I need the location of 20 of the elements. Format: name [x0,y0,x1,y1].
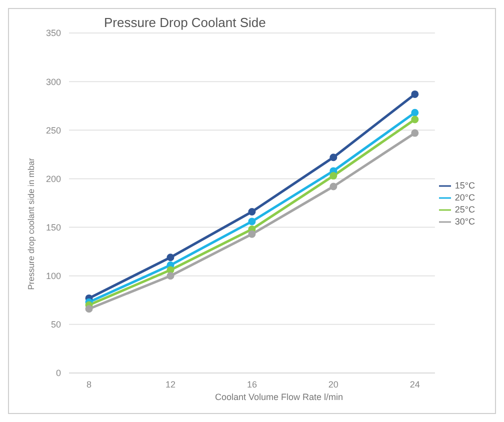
x-tick-label: 12 [165,379,176,390]
x-tick-label: 16 [246,379,257,390]
chart-title: Pressure Drop Coolant Side [104,15,266,30]
x-axis-title: Coolant Volume Flow Rate l/min [214,392,344,402]
y-tick-label: 150 [46,222,61,232]
legend-label: 25°C [454,204,475,214]
legend-label: 20°C [454,192,475,202]
x-tick-label: 20 [328,379,338,390]
x-tick-label: 24 [410,379,420,390]
y-axis-title: Pressure drop coolant side in mbar [26,158,36,290]
y-tick-label: 200 [46,174,61,184]
y-tick-label: 350 [46,28,61,38]
y-tick-label: 250 [46,125,61,136]
legend-label: 15°C [454,180,475,190]
legend-label: 30°C [454,216,475,226]
y-tick-label: 50 [50,320,61,330]
x-tick-label: 8 [86,379,92,390]
y-tick-label: 300 [46,76,61,87]
y-tick-label: 100 [46,271,61,282]
y-tick-label: 0 [56,368,61,378]
